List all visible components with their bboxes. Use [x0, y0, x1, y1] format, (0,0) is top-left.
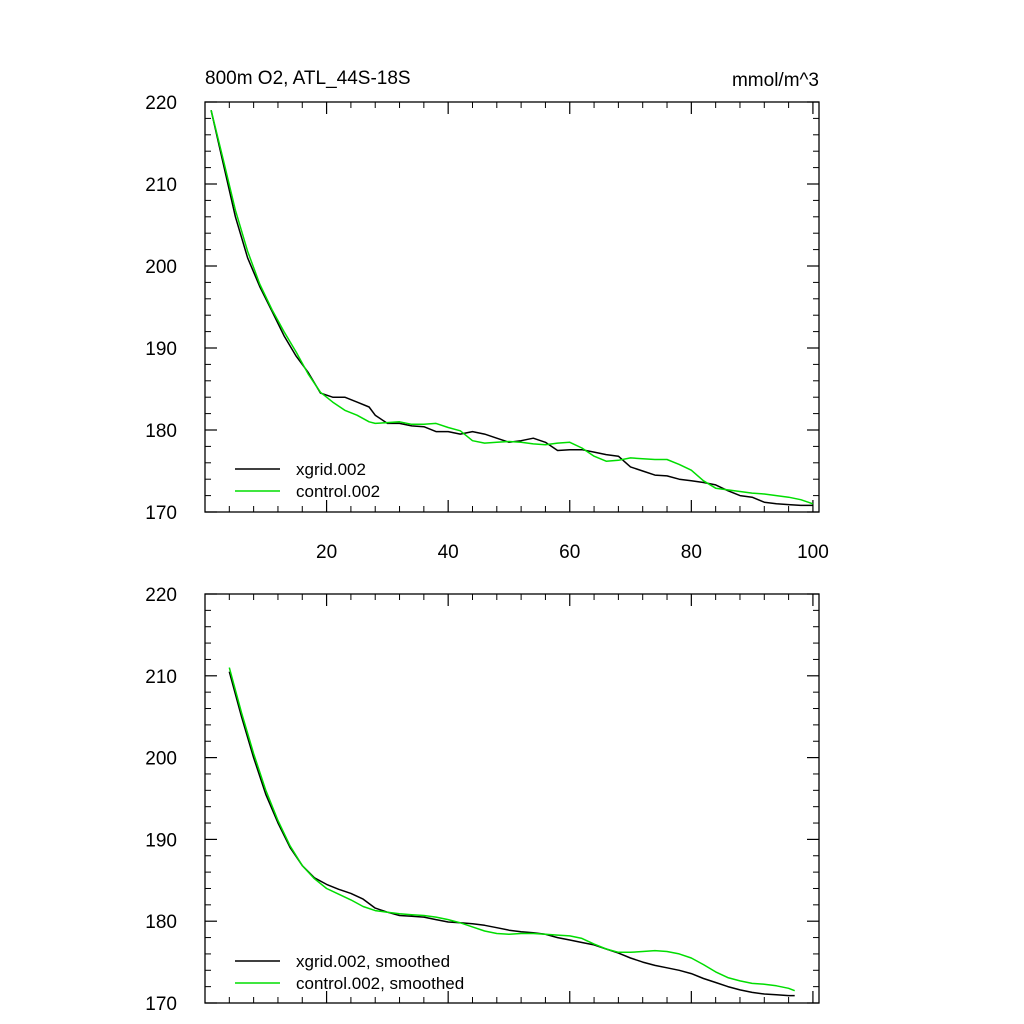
bottom-panel: 170 180 190 200 210 220 xgrid.002, smoothed con…	[145, 585, 820, 1015]
x-tick-label: 40	[438, 542, 459, 563]
y-tick-label: 170	[145, 503, 177, 524]
legend-label-0: xgrid.002, smoothed	[296, 952, 450, 971]
bottom-plot: 170 180 190 200 210 220 xgrid.002, smoothed con…	[145, 585, 820, 1015]
legend-label-1: control.002	[296, 482, 380, 501]
series-line-0	[210, 110, 813, 507]
y-tick-label: 220	[145, 93, 177, 114]
plot-frame	[204, 101, 820, 513]
y-tick-label: 200	[145, 257, 177, 278]
series-line-1	[228, 667, 795, 992]
top-plot: 170 180 190 200 210 220 20 40 60 80 100 xgrid.002 co…	[145, 93, 828, 563]
y-tick-label: 170	[145, 994, 177, 1015]
y-tick-label: 180	[145, 421, 177, 442]
y-tick-label: 210	[145, 175, 177, 196]
y-tick-label: 180	[145, 912, 177, 933]
plot-frame	[204, 593, 820, 1004]
x-tick-label: 100	[797, 542, 829, 563]
x-tick-label: 20	[316, 542, 337, 563]
series-line-1	[210, 110, 814, 505]
y-tick-label: 190	[145, 339, 177, 360]
x-tick-label: 80	[681, 542, 702, 563]
legend-label-0: xgrid.002	[296, 460, 366, 479]
series-line-0	[228, 671, 795, 997]
y-tick-label: 220	[145, 585, 177, 606]
y-tick-label: 210	[145, 667, 177, 688]
legend-label-1: control.002, smoothed	[296, 974, 464, 993]
top-panel: 800m O2, ATL_44S-18S mmol/m^3 170 180 190 2…	[145, 68, 828, 563]
y-tick-label: 190	[145, 830, 177, 851]
top-chart-units: mmol/m^3	[732, 70, 819, 91]
top-chart-title: 800m O2, ATL_44S-18S	[205, 68, 411, 89]
y-tick-label: 200	[145, 749, 177, 770]
x-tick-label: 60	[559, 542, 580, 563]
